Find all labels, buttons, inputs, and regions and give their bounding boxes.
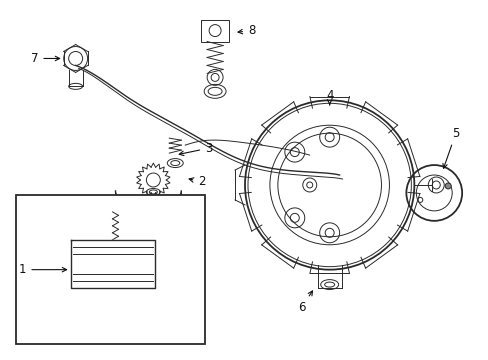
Circle shape <box>106 320 124 338</box>
Ellipse shape <box>144 246 166 281</box>
Circle shape <box>444 183 450 189</box>
Text: 2: 2 <box>189 175 205 189</box>
Polygon shape <box>71 240 155 288</box>
Polygon shape <box>115 195 182 228</box>
Text: 7: 7 <box>31 52 60 65</box>
Text: 5: 5 <box>442 127 459 168</box>
Text: 1: 1 <box>19 263 66 276</box>
Bar <box>201 20 228 41</box>
Text: 8: 8 <box>238 24 255 37</box>
Text: 3: 3 <box>179 141 212 156</box>
Bar <box>16 195 205 345</box>
Ellipse shape <box>61 246 81 281</box>
Text: 6: 6 <box>297 291 312 314</box>
Text: 4: 4 <box>325 89 333 105</box>
